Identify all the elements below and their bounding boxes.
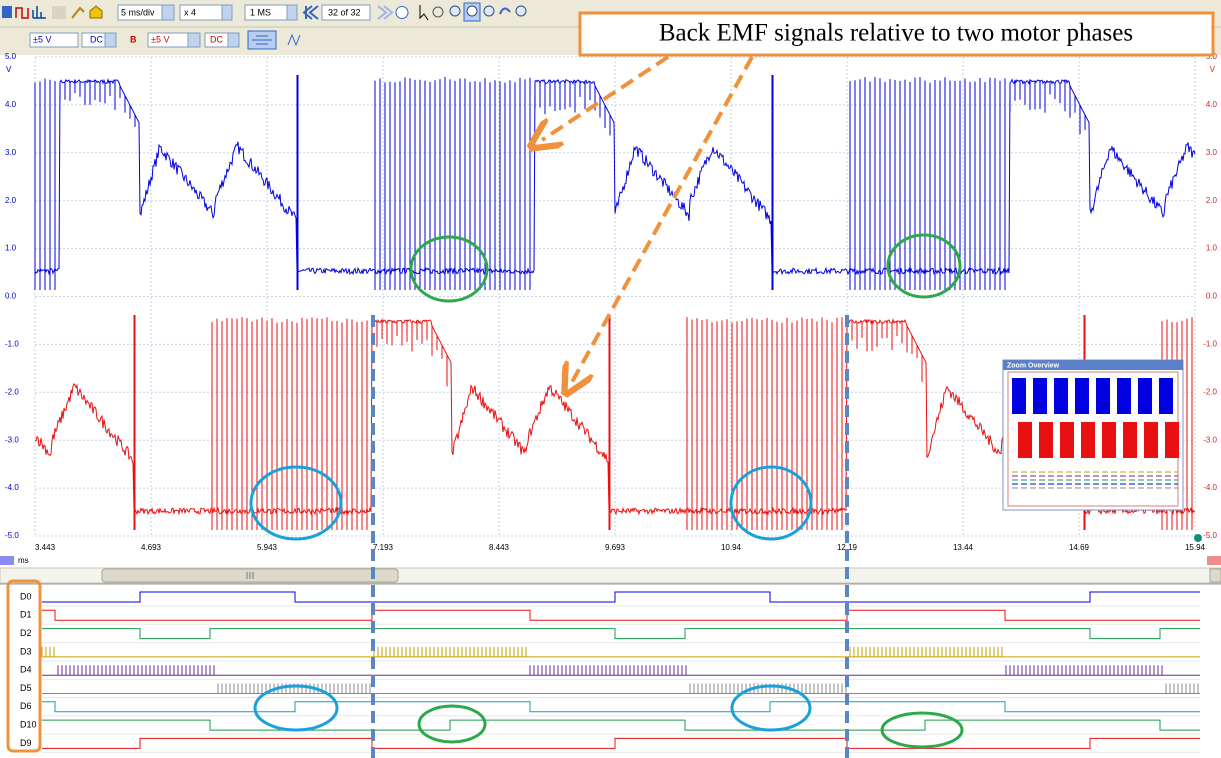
digital-channel-label: D4 — [20, 665, 32, 675]
thumb-red — [1144, 422, 1158, 458]
digital-trace — [42, 702, 1200, 712]
thumb-blue — [1159, 378, 1173, 414]
thumb-red — [1018, 422, 1032, 458]
time-axis-label: 14.69 — [1069, 543, 1090, 552]
left-axis-label: 4.0 — [5, 100, 17, 109]
thumb-red — [1039, 422, 1053, 458]
right-axis-label: 0.0 — [1206, 292, 1218, 301]
digital-channel-label: D1 — [20, 610, 32, 620]
digital-trace — [42, 738, 1200, 748]
right-axis-label: 4.0 — [1206, 100, 1218, 109]
right-axis-label: 2.0 — [1206, 196, 1218, 205]
left-axis-label: -2.0 — [5, 387, 19, 396]
digital-trace — [42, 592, 1200, 602]
left-axis-label: -5.0 — [5, 531, 19, 540]
right-axis-label: -4.0 — [1203, 483, 1217, 492]
thumb-red — [1123, 422, 1137, 458]
thumb-blue — [1138, 378, 1152, 414]
zoom-overview-title: Zoom Overview — [1007, 362, 1060, 369]
right-axis-label: 3.0 — [1206, 148, 1218, 157]
time-axis-label: 3.443 — [35, 543, 56, 552]
analog-trace-spikes — [35, 75, 1085, 290]
digital-channel-label: D6 — [20, 701, 32, 711]
digital-channel-label: D10 — [20, 719, 37, 729]
thumb-red — [1060, 422, 1074, 458]
left-axis-unit: V — [6, 65, 12, 74]
thumb-red — [1165, 422, 1179, 458]
buffer-position: 32 of 32 — [328, 7, 361, 17]
left-axis-label: 2.0 — [5, 196, 17, 205]
thumb-blue — [1096, 378, 1110, 414]
digital-trace — [42, 647, 1200, 657]
thumb-blue — [1075, 378, 1089, 414]
channel-a-range: ±5 V — [33, 34, 51, 44]
channel-b-range: ±5 V — [151, 34, 169, 44]
left-axis-label: 5.0 — [5, 52, 17, 61]
thumb-red — [1081, 422, 1095, 458]
digital-channel-label: D0 — [20, 591, 32, 601]
left-axis-label: 0.0 — [5, 292, 17, 301]
channel-b-label: B — [130, 34, 137, 44]
right-axis-label: -5.0 — [1203, 531, 1217, 540]
channel-b-offset-tag — [1207, 556, 1221, 565]
right-axis-unit: V — [1210, 65, 1216, 74]
right-axis-label: 1.0 — [1206, 244, 1218, 253]
time-axis-label: 13.44 — [953, 543, 974, 552]
time-axis-label: 10.94 — [721, 543, 742, 552]
time-axis-label: 7.193 — [373, 543, 394, 552]
right-axis-label: -1.0 — [1203, 340, 1217, 349]
left-axis-label: -4.0 — [5, 483, 19, 492]
timebase-dropdown[interactable]: 5 ms/div — [118, 5, 174, 20]
digital-channel-label: D2 — [20, 628, 32, 638]
digital-channel-label: D5 — [20, 683, 32, 693]
thumb-red — [1102, 422, 1116, 458]
digital-trace — [42, 665, 1200, 675]
left-axis-label: 3.0 — [5, 148, 17, 157]
digital-trace — [42, 610, 1200, 620]
time-axis-label: 9.693 — [605, 543, 626, 552]
channel-b-controls[interactable]: B ±5 V DC — [130, 31, 300, 49]
channel-a-controls[interactable]: ±5 V DC — [30, 33, 116, 47]
time-axis-label: 4.693 — [141, 543, 162, 552]
time-axis-label: 8.443 — [489, 543, 510, 552]
digital-trace — [42, 720, 1200, 730]
samples-spinner[interactable]: 1 MS — [245, 5, 297, 20]
thumb-blue — [1012, 378, 1026, 414]
left-axis-label: 1.0 — [5, 244, 17, 253]
channel-b-coupling: DC — [210, 34, 223, 44]
analog-trace — [35, 80, 1195, 274]
right-axis-label: -3.0 — [1203, 435, 1217, 444]
trigger-marker — [1194, 534, 1202, 542]
time-axis-label: 15.94 — [1185, 543, 1206, 552]
thumb-blue — [1033, 378, 1047, 414]
annotation-text: Back EMF signals relative to two motor p… — [659, 20, 1133, 47]
time-axis-label: 5.943 — [257, 543, 278, 552]
digital-trace — [42, 629, 1200, 639]
right-axis-label: -2.0 — [1203, 387, 1217, 396]
digital-channel-label: D9 — [20, 738, 32, 748]
digital-traces: D0 D1 D2 D3 D4 D5 D6 D10 D9 — [20, 591, 1200, 752]
digital-channel-label: D3 — [20, 646, 32, 656]
timebase: 5 ms/div — [121, 7, 155, 17]
zoom-spinner[interactable]: x 4 — [180, 5, 232, 20]
time-axis-unit: ms — [18, 556, 29, 565]
channel-a-coupling: DC — [90, 34, 103, 44]
zoom-factor: x 4 — [184, 7, 196, 17]
digital-trace — [42, 684, 1200, 694]
left-axis-label: -1.0 — [5, 340, 19, 349]
zoom-overview-window[interactable]: Zoom Overview — [1003, 360, 1183, 510]
thumb-blue — [1054, 378, 1068, 414]
thumb-blue — [1117, 378, 1131, 414]
scope-window: 5 ms/div x 4 1 MS 32 of 32 ±5 V DC B — [0, 0, 1221, 758]
sample-count: 1 MS — [250, 7, 271, 17]
channel-a-offset-tag — [0, 556, 14, 565]
horizontal-scrollbar[interactable] — [0, 568, 1221, 583]
left-axis-label: -3.0 — [5, 435, 19, 444]
